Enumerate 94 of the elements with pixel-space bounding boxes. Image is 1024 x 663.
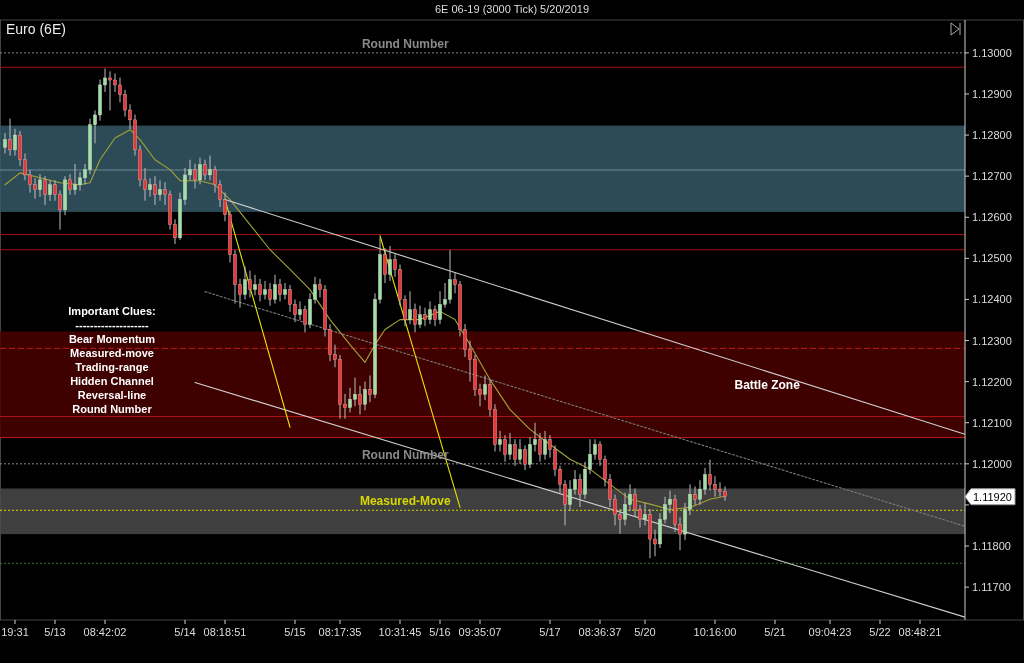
candlestick [428, 301, 432, 325]
candlestick [3, 132, 7, 155]
candlestick [433, 305, 437, 327]
candlestick [538, 432, 542, 463]
candlestick [158, 179, 162, 202]
x-tick-label: 5/16 [429, 626, 451, 638]
x-tick-label: 5/21 [764, 626, 786, 638]
candlestick [253, 274, 257, 296]
candlestick [148, 177, 152, 198]
candlestick [38, 173, 42, 198]
candlestick [368, 374, 372, 403]
candlestick [413, 303, 417, 333]
annotation: Reversal-line [77, 389, 147, 401]
x-tick-label: 5/22 [869, 626, 891, 638]
x-tick-label: 5/15 [284, 626, 306, 638]
x-tick-label: 5/13 [44, 626, 66, 638]
candlestick [263, 280, 267, 300]
y-tick-label: 1.12100 [972, 416, 1012, 429]
ref-line-label: Measured-Move [359, 494, 451, 509]
x-tick-label: 10:16:00 [693, 626, 737, 638]
candlestick [423, 307, 427, 327]
y-tick-label: 1.12400 [972, 293, 1012, 306]
candlestick [358, 385, 362, 416]
annotation: Important Clues: [68, 305, 156, 317]
candlestick [43, 175, 47, 206]
candlestick [693, 485, 697, 506]
x-tick-label: 09:04:23 [808, 626, 852, 638]
candlestick [513, 438, 517, 467]
candlestick [303, 305, 307, 333]
candlestick [258, 278, 262, 303]
chart-title: 6E 06-19 (3000 Tick) 5/20/2019 [434, 3, 590, 15]
y-tick-label: 1.12300 [972, 334, 1012, 347]
candlestick [408, 290, 412, 325]
annotation: Measured-move [70, 347, 154, 359]
candlestick [518, 438, 522, 465]
y-tick-label: 1.11800 [972, 540, 1011, 553]
candlestick [363, 381, 367, 411]
x-tick-label: 5/14 [174, 626, 196, 638]
x-tick-label: 08:17:35 [318, 626, 362, 638]
ref-line-label: Round Number [361, 36, 449, 51]
x-tick-label: 10:31:45 [378, 626, 422, 638]
y-tick-label: 1.13000 [972, 46, 1012, 59]
annotation: Trading-range [75, 361, 149, 373]
x-tick-label: 08:18:51 [203, 626, 247, 638]
candlestick [48, 179, 52, 202]
y-tick-label: 1.12900 [972, 87, 1012, 100]
candlestick [383, 247, 387, 284]
candlestick [388, 245, 392, 282]
x-tick-label: 5/17 [539, 626, 561, 638]
y-tick-label: 1.12500 [972, 252, 1012, 265]
candlestick [278, 278, 282, 303]
text: 1.11920 [973, 490, 1012, 503]
candlestick [643, 502, 647, 526]
candlestick [153, 175, 157, 206]
x-tick-label: 08:48:21 [898, 626, 942, 638]
candlestick [283, 282, 287, 300]
candlestick [508, 432, 512, 461]
x-tick-label: 19:31 [1, 626, 29, 638]
annotation: -------------------- [75, 319, 149, 331]
candlestick [208, 155, 212, 181]
candlestick [498, 430, 502, 453]
y-tick-label: 1.12600 [972, 211, 1012, 224]
candlestick [268, 282, 272, 307]
x-tick-label: 09:35:07 [458, 626, 502, 638]
candlestick [243, 266, 247, 300]
candlestick [8, 118, 12, 157]
band-label: Battle Zone [734, 377, 801, 392]
candlestick [193, 163, 197, 189]
candlestick [13, 128, 17, 157]
annotation: Bear Momentum [68, 333, 156, 345]
x-tick-label: 08:36:37 [578, 626, 622, 638]
candlestick [523, 444, 527, 471]
annotation: Round Number [72, 403, 153, 415]
candlestick [418, 305, 422, 329]
y-tick-label: 1.11700 [972, 581, 1011, 594]
y-tick-label: 1.12000 [972, 457, 1012, 470]
candlestick [198, 157, 202, 185]
x-tick-label: 5/20 [634, 626, 656, 638]
candlestick [543, 430, 547, 461]
candlestick [68, 173, 72, 196]
candlestick [203, 159, 207, 181]
candlestick [273, 274, 277, 305]
annotation: Hidden Channel [70, 375, 154, 387]
candlestick [298, 301, 302, 321]
line-series [4, 129, 726, 510]
candlestick [578, 473, 582, 508]
candlestick [503, 434, 507, 463]
y-tick-label: 1.12700 [972, 170, 1012, 183]
y-tick-label: 1.12800 [972, 129, 1012, 142]
candlestick [483, 374, 487, 401]
x-tick-label: 08:42:02 [83, 626, 127, 638]
y-tick-label: 1.12200 [972, 375, 1012, 388]
candlestick [248, 270, 252, 298]
chart-subtitle: Euro (6E) [6, 21, 66, 37]
